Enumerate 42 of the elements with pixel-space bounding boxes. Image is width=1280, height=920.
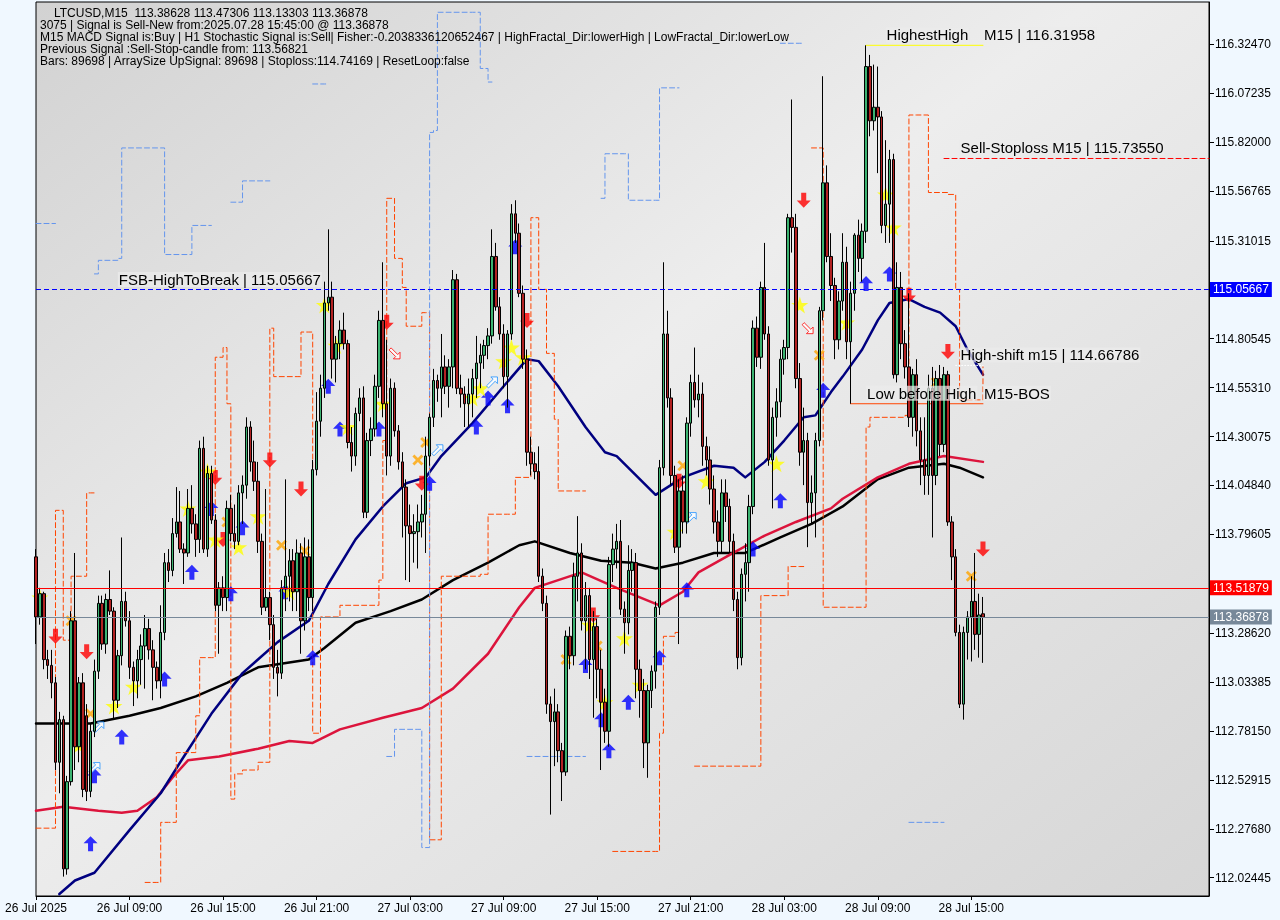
annotation: Low before High [867,384,977,402]
x-tick-label: 28 Jul 03:00 [751,901,818,915]
y-tick-label: 115.82000 [1215,135,1272,150]
y-tick-label: 114.80545 [1215,331,1272,346]
x-tick-label: 28 Jul 15:00 [938,901,1005,915]
y-tick-label: 114.04840 [1215,478,1272,493]
y-tick-label: 113.79605 [1215,527,1272,542]
x-tick-label: 27 Jul 15:00 [564,901,631,915]
annotation: Bars: 89698 | ArraySize UpSignal: 89698 | Stoploss:114.74169 | ResetLoop:false [40,54,470,68]
annotation: M15-BOS [983,384,1050,402]
annotation: Sell-Stoploss M15 | 115.73550 [960,139,1164,157]
y-tick-label: 112.02445 [1215,870,1272,885]
y-tick-label: 116.07235 [1215,86,1272,101]
x-tick-label: 27 Jul 03:00 [377,901,444,915]
x-tick-label: 28 Jul 09:00 [845,901,911,915]
y-tick-label: 116.32470 [1215,37,1272,52]
x-tick-label: 26 Jul 2025 [4,901,68,915]
y-tick-label: 112.27680 [1215,821,1272,836]
x-tick-label: 26 Jul 15:00 [190,901,257,915]
chart-title: LTCUSD,M15 113.38628 113.47306 113.13303 113.36878 [54,6,368,20]
annotation: 3075 | Signal is Sell-New from:2025.07.28 15:45:00 @ 113.36878 [40,18,389,32]
ref-line-label: 115.05667 [1213,282,1270,297]
y-tick-label: 113.28620 [1215,626,1272,641]
x-tick-label: 27 Jul 09:00 [470,901,537,915]
x-tick-label: 26 Jul 21:00 [283,901,350,915]
ref-line-label: 113.51879 [1213,580,1270,595]
annotation: HighestHigh [886,26,969,44]
annotation: FSB-HighToBreak | 115.05667 [118,271,321,289]
x-tick-label: 27 Jul 21:00 [658,901,724,915]
y-tick-label: 114.30075 [1215,429,1272,444]
y-tick-label: 113.03385 [1215,675,1272,690]
y-tick-label: 114.55310 [1215,380,1272,395]
y-tick-label: 112.52915 [1215,772,1272,787]
x-tick-label: 26 Jul 09:00 [96,901,163,915]
y-tick-label: 112.78150 [1215,723,1272,738]
annotation: High-shift m15 | 114.66786 [960,346,1140,364]
annotation: M15 | 116.31958 [983,26,1096,44]
ref-line-label: 113.36878 [1213,609,1270,624]
y-tick-label: 115.56765 [1215,184,1272,199]
annotation: Previous Signal :Sell-Stop-candle from: 113.56821 [40,42,308,56]
annotation: M15 MACD Signal is:Buy | H1 Stochastic Signal is:Sell| Fisher:-0.2038336120652467 | HighFractal_Dir:lowerHigh | LowFractal_Dir:lowerLow [40,30,789,44]
y-tick-label: 115.31015 [1215,233,1272,248]
